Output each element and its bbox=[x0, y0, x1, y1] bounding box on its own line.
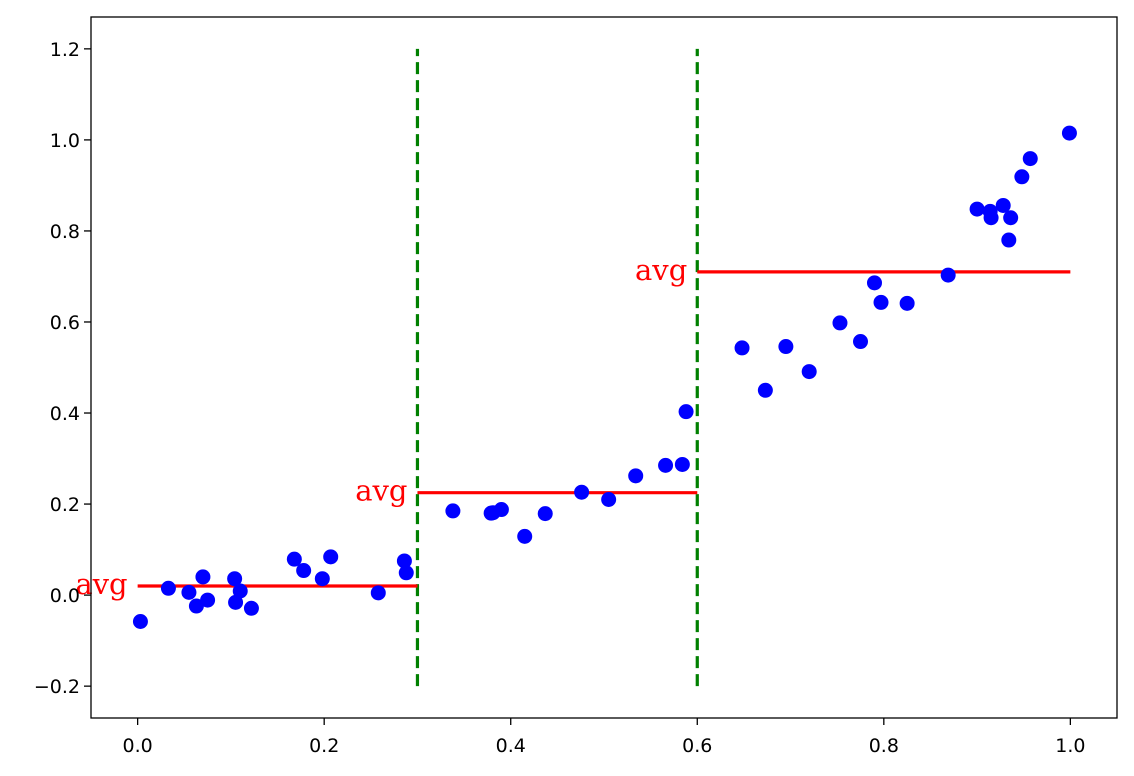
data-point bbox=[778, 339, 794, 355]
data-point bbox=[445, 503, 461, 519]
data-point bbox=[866, 275, 882, 291]
data-point bbox=[296, 563, 312, 579]
data-point bbox=[674, 456, 690, 472]
avg-label-2: avg bbox=[355, 474, 407, 508]
data-point bbox=[574, 484, 590, 500]
y-tick-label: 1.2 bbox=[50, 39, 80, 61]
data-point bbox=[853, 334, 868, 350]
data-point bbox=[757, 382, 773, 398]
data-point bbox=[398, 565, 414, 581]
data-point bbox=[940, 267, 956, 283]
data-point bbox=[370, 585, 386, 601]
data-point bbox=[181, 584, 197, 600]
data-point bbox=[1014, 169, 1030, 185]
data-point bbox=[1022, 151, 1038, 167]
data-point bbox=[160, 580, 176, 596]
data-point bbox=[678, 404, 694, 420]
data-point bbox=[1001, 232, 1017, 248]
avg-label-3: avg bbox=[635, 253, 687, 287]
axes-layer: 0.0 0.2 0.4 0.6 0.8 1.0 −0.2 0.0 0.2 0.4 0.6 0.8 1.0… bbox=[34, 16, 1118, 757]
x-tick-label: 0.8 bbox=[869, 735, 899, 757]
x-tick-label: 1.0 bbox=[1055, 735, 1085, 757]
data-point bbox=[286, 551, 302, 567]
data-point bbox=[188, 598, 204, 614]
y-tick-label: −0.2 bbox=[34, 676, 80, 698]
data-point bbox=[537, 506, 553, 522]
data-point bbox=[517, 528, 533, 544]
data-point bbox=[232, 583, 248, 599]
data-point bbox=[995, 197, 1011, 213]
data-point bbox=[969, 201, 985, 217]
data-point bbox=[493, 502, 509, 518]
data-point bbox=[227, 571, 243, 587]
y-tick-label: 0.4 bbox=[50, 403, 80, 425]
x-tick-label: 0.0 bbox=[123, 735, 153, 757]
data-point bbox=[1061, 125, 1077, 141]
y-tick-label: 0.0 bbox=[50, 585, 80, 607]
data-point bbox=[832, 315, 848, 331]
y-tick-label: 0.8 bbox=[50, 221, 80, 243]
data-point bbox=[601, 492, 617, 508]
plot-frame bbox=[90, 16, 1118, 719]
data-point bbox=[873, 294, 889, 310]
y-tick-label: 1.0 bbox=[50, 130, 80, 152]
data-point bbox=[983, 210, 999, 226]
x-tick-label: 0.4 bbox=[496, 735, 526, 757]
data-point bbox=[628, 468, 644, 484]
avg-label-1: avg bbox=[75, 567, 127, 601]
data-point bbox=[132, 613, 148, 629]
data-point bbox=[314, 571, 330, 587]
data-point bbox=[195, 569, 211, 585]
data-point bbox=[243, 600, 259, 616]
data-point bbox=[1003, 210, 1019, 226]
data-point bbox=[200, 592, 216, 608]
data-point bbox=[734, 340, 750, 356]
data-point bbox=[228, 594, 244, 610]
data-point bbox=[396, 553, 412, 569]
data-point bbox=[658, 457, 674, 473]
data-point bbox=[899, 295, 915, 311]
y-tick-label: 0.2 bbox=[50, 494, 80, 516]
y-tick-label: 0.6 bbox=[50, 312, 80, 334]
x-tick-label: 0.2 bbox=[309, 735, 339, 757]
plot-layer: avg avg avg bbox=[75, 48, 1077, 687]
x-tick-label: 0.6 bbox=[682, 735, 712, 757]
data-point bbox=[323, 549, 339, 565]
data-point bbox=[801, 364, 817, 380]
